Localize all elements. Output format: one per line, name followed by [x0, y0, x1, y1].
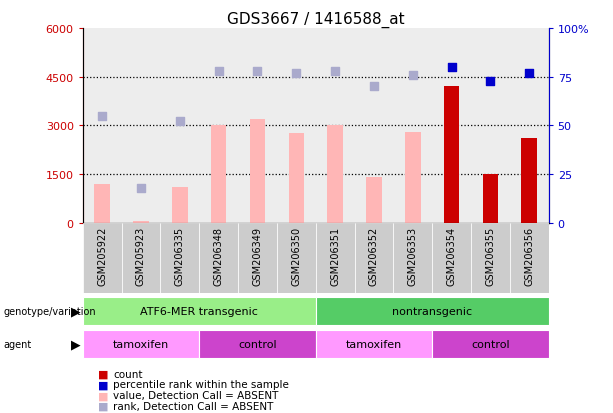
Bar [510, 29, 549, 223]
Point [291, 70, 301, 77]
Bar [471, 223, 510, 293]
Text: tamoxifen: tamoxifen [346, 339, 402, 349]
Point [253, 68, 262, 75]
Bar [316, 29, 354, 223]
Point [485, 78, 495, 85]
Point [408, 72, 417, 79]
Text: control: control [238, 339, 277, 349]
Text: GSM206351: GSM206351 [330, 226, 340, 285]
Bar [161, 223, 199, 293]
Bar [366, 178, 382, 223]
Bar [94, 184, 110, 223]
Bar [199, 330, 316, 358]
Bar [211, 126, 226, 223]
Bar [510, 223, 549, 293]
Bar [432, 29, 471, 223]
Bar [471, 29, 510, 223]
Text: GSM206335: GSM206335 [175, 226, 185, 285]
Point [214, 68, 224, 75]
Bar [161, 29, 199, 223]
Bar [121, 29, 161, 223]
Point [447, 64, 457, 71]
Bar [83, 29, 121, 223]
Point [330, 68, 340, 75]
Text: GSM206350: GSM206350 [291, 226, 301, 285]
Bar [83, 223, 121, 293]
Bar [394, 223, 432, 293]
Text: GSM206353: GSM206353 [408, 226, 417, 285]
Bar [289, 134, 304, 223]
Bar [354, 223, 394, 293]
Text: control: control [471, 339, 510, 349]
Bar [432, 223, 471, 293]
Text: count: count [113, 369, 143, 379]
Text: ▶: ▶ [70, 337, 80, 350]
Bar [238, 223, 277, 293]
Bar [121, 223, 161, 293]
Text: genotype/variation: genotype/variation [3, 306, 96, 316]
Bar [199, 223, 238, 293]
Bar [277, 29, 316, 223]
Bar [522, 139, 537, 223]
Point [175, 119, 185, 126]
Text: GSM206348: GSM206348 [214, 226, 224, 285]
Bar [249, 119, 265, 223]
Bar [199, 29, 238, 223]
Text: ■: ■ [98, 369, 109, 379]
Text: GSM205923: GSM205923 [136, 226, 146, 286]
Bar [277, 223, 316, 293]
Text: ATF6-MER transgenic: ATF6-MER transgenic [140, 306, 258, 316]
Bar [316, 297, 549, 325]
Text: value, Detection Call = ABSENT: value, Detection Call = ABSENT [113, 390, 279, 400]
Point [97, 113, 107, 120]
Bar [83, 297, 316, 325]
Text: GSM206352: GSM206352 [369, 226, 379, 286]
Text: nontransgenic: nontransgenic [392, 306, 472, 316]
Point [524, 70, 534, 77]
Bar [394, 29, 432, 223]
Text: GSM206349: GSM206349 [253, 226, 262, 285]
Text: GSM206355: GSM206355 [485, 226, 495, 286]
Bar [83, 330, 199, 358]
Text: percentile rank within the sample: percentile rank within the sample [113, 380, 289, 389]
Bar [482, 174, 498, 223]
Text: GSM205922: GSM205922 [97, 226, 107, 286]
Bar [316, 223, 354, 293]
Bar [354, 29, 394, 223]
Text: ■: ■ [98, 401, 109, 411]
Text: tamoxifen: tamoxifen [113, 339, 169, 349]
Title: GDS3667 / 1416588_at: GDS3667 / 1416588_at [227, 12, 405, 28]
Bar [444, 87, 459, 223]
Text: rank, Detection Call = ABSENT: rank, Detection Call = ABSENT [113, 401, 274, 411]
Text: ▶: ▶ [70, 304, 80, 317]
Bar [133, 221, 149, 223]
Bar [432, 330, 549, 358]
Text: agent: agent [3, 339, 31, 349]
Bar [316, 330, 432, 358]
Point [136, 185, 146, 191]
Bar [327, 126, 343, 223]
Text: ■: ■ [98, 380, 109, 389]
Bar [405, 133, 421, 223]
Point [369, 84, 379, 90]
Bar [238, 29, 277, 223]
Bar [172, 188, 188, 223]
Text: GSM206354: GSM206354 [447, 226, 457, 285]
Text: ■: ■ [98, 390, 109, 400]
Text: GSM206356: GSM206356 [524, 226, 534, 285]
